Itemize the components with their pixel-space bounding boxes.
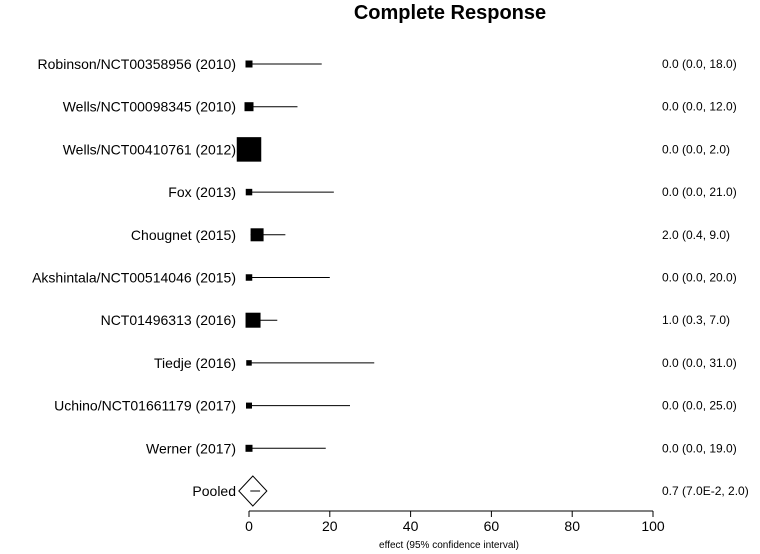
ci-text: 0.0 (0.0, 18.0) <box>662 57 737 71</box>
study-label: Wells/NCT00410761 (2012) <box>63 141 236 157</box>
study-row: Wells/NCT00410761 (2012) 0.0 (0.0, 2.0) <box>63 137 730 162</box>
effect-square <box>244 102 254 112</box>
effect-square <box>245 312 261 328</box>
study-row: NCT01496313 (2016) 1.0 (0.3, 7.0) <box>101 312 730 328</box>
effect-square <box>245 188 253 196</box>
study-label: Akshintala/NCT00514046 (2015) <box>32 270 236 286</box>
ci-text: 0.0 (0.0, 20.0) <box>662 271 737 285</box>
ci-text: 0.0 (0.0, 25.0) <box>662 399 737 413</box>
effect-square <box>246 402 252 409</box>
study-row: Robinson/NCT00358956 (2010) 0.0 (0.0, 18.… <box>38 56 737 72</box>
study-label: Uchino/NCT01661179 (2017) <box>54 398 236 414</box>
effect-square <box>236 137 262 162</box>
ci-text: 0.0 (0.0, 21.0) <box>662 185 737 199</box>
study-row: Uchino/NCT01661179 (2017) 0.0 (0.0, 25.0) <box>54 398 737 414</box>
study-row: Werner (2017) 0.0 (0.0, 19.0) <box>146 440 737 456</box>
study-rows: Robinson/NCT00358956 (2010) 0.0 (0.0, 18.… <box>32 56 737 456</box>
x-tick-label: 100 <box>641 518 665 534</box>
pooled-label: Pooled <box>192 483 236 499</box>
pooled-ci-text: 0.7 (7.0E-2, 2.0) <box>662 484 749 498</box>
x-axis: 0 20 40 60 80 100 <box>245 510 665 534</box>
ci-text: 0.0 (0.0, 19.0) <box>662 441 737 455</box>
study-label: Robinson/NCT00358956 (2010) <box>38 56 236 72</box>
study-label: Wells/NCT00098345 (2010) <box>63 99 236 115</box>
x-tick-label: 0 <box>245 518 253 534</box>
x-tick-label: 80 <box>564 518 580 534</box>
x-tick-label: 40 <box>403 518 419 534</box>
study-label: NCT01496313 (2016) <box>101 312 236 328</box>
ci-text: 0.0 (0.0, 31.0) <box>662 356 737 370</box>
x-tick-label: 20 <box>322 518 338 534</box>
effect-square <box>245 444 253 452</box>
effect-square <box>245 274 253 281</box>
chart-title: Complete Response <box>354 2 546 24</box>
x-axis-label: effect (95% confidence interval) <box>379 540 519 551</box>
effect-square <box>245 60 253 68</box>
study-label: Chougnet (2015) <box>131 227 236 243</box>
pooled-row: Pooled 0.7 (7.0E-2, 2.0) <box>192 475 749 507</box>
study-label: Fox (2013) <box>168 184 236 200</box>
study-label: Tiedje (2016) <box>154 355 236 371</box>
x-tick-label: 60 <box>484 518 500 534</box>
study-row: Akshintala/NCT00514046 (2015) 0.0 (0.0, 2… <box>32 270 737 286</box>
ci-text: 0.0 (0.0, 2.0) <box>662 142 730 156</box>
ci-text: 2.0 (0.4, 9.0) <box>662 228 730 242</box>
study-label: Werner (2017) <box>146 440 236 456</box>
effect-square <box>250 228 264 242</box>
ci-text: 1.0 (0.3, 7.0) <box>662 313 730 327</box>
study-row: Fox (2013) 0.0 (0.0, 21.0) <box>168 184 736 200</box>
study-row: Chougnet (2015) 2.0 (0.4, 9.0) <box>131 227 730 243</box>
effect-square <box>246 360 252 366</box>
ci-text: 0.0 (0.0, 12.0) <box>662 100 737 114</box>
study-row: Tiedje (2016) 0.0 (0.0, 31.0) <box>154 355 737 371</box>
study-row: Wells/NCT00098345 (2010) 0.0 (0.0, 12.0) <box>63 99 737 115</box>
